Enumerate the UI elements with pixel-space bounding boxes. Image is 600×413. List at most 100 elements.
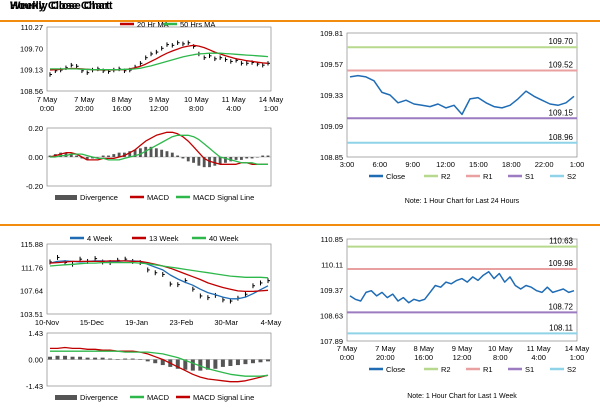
weekly-price-y-tick: 115.88 xyxy=(21,240,43,249)
weekly-levels-plot-area xyxy=(346,238,578,342)
hourly-macd-divergence-bar xyxy=(75,155,79,157)
hourly-price-x-tick: 16:00 xyxy=(112,104,131,113)
weekly-levels-x-tick: 8 May xyxy=(413,344,434,353)
hourly-price-x-tick: 12:00 xyxy=(150,104,169,113)
hourly-price-x-tick: 20:00 xyxy=(75,104,94,113)
hourly-macd-divergence-bar xyxy=(107,155,110,157)
hourly-levels-y-tick: 109.09 xyxy=(320,122,343,131)
weekly-macd-y-tick: -1.43 xyxy=(26,382,43,391)
hourly-macd-divergence-bar xyxy=(213,157,217,166)
weekly-levels-close-line xyxy=(349,270,575,304)
weekly-macd-signal-line xyxy=(50,350,269,377)
weekly-macd-divergence-bar xyxy=(220,359,225,367)
hourly-macd-divergence-bar xyxy=(59,152,63,157)
hourly-price-x-tick: 7 May xyxy=(74,95,95,104)
hourly-price-x-tick: 11 May xyxy=(222,95,246,104)
hourly-macd-divergence-bar xyxy=(128,151,132,157)
hourly-levels-x-tick: 15:00 xyxy=(469,160,488,169)
weekly-levels-x-tick: 1:00 xyxy=(570,353,585,362)
weekly-price-x-tick: 30-Mar xyxy=(214,318,238,327)
weekly-macd-divergence-bar xyxy=(228,359,233,366)
weekly-macd-divergence-bar xyxy=(175,359,180,369)
hourly-macd-divergence-bar xyxy=(181,157,185,159)
weekly-levels-x-tick: 10 May xyxy=(488,344,513,353)
hourly-macd-divergence-bar xyxy=(208,157,211,168)
hourly-levels-level-label: 109.15 xyxy=(549,108,574,117)
hourly-levels-level-label: 109.52 xyxy=(549,60,574,69)
weekly-macd-divergence-bar xyxy=(205,359,210,370)
hourly-price-x-tick: 8 May xyxy=(111,95,132,104)
hourly-price-legend-ma20: 20 Hr MA xyxy=(137,20,169,29)
hourly-macd-divergence-bar xyxy=(266,155,270,157)
hourly-price-x-tick: 0:00 xyxy=(40,104,55,113)
weekly-macd-divergence-bar xyxy=(63,355,68,360)
hourly-macd-divergence-bar xyxy=(154,148,158,157)
hourly-section-title: Hourly Close Chart xyxy=(10,0,110,12)
hourly-price-plot-area xyxy=(46,26,272,92)
hourly-macd-y-tick: -0.20 xyxy=(26,182,43,191)
hourly-levels-x-tick: 9:00 xyxy=(405,160,420,169)
weekly-macd-y-tick: 0.00 xyxy=(28,356,43,365)
hourly-macd-signal-line xyxy=(50,134,268,165)
weekly-levels-x-tick: 7 May xyxy=(375,344,396,353)
hourly-levels-note: Note: 1 Hour Chart for Last 24 Hours xyxy=(405,198,520,205)
hourly-macd-divergence-bar xyxy=(239,157,243,160)
weekly-price-x-tick: 4-May xyxy=(261,318,282,327)
weekly-price-4week-line xyxy=(49,260,269,300)
hourly-macd-divergence-bar xyxy=(123,152,126,157)
weekly-macd-divergence-bar xyxy=(78,356,83,360)
hourly-levels-level-label: 109.70 xyxy=(549,37,574,46)
hourly-macd-divergence-bar xyxy=(197,157,201,166)
weekly-levels-x-tick: 8:00 xyxy=(493,353,508,362)
weekly-macd-legend-divergence: Divergence xyxy=(80,393,118,402)
hourly-price-x-tick: 14 May xyxy=(259,95,284,104)
weekly-levels-x-tick: 9 May xyxy=(452,344,473,353)
hourly-macd-divergence-bar xyxy=(170,152,174,157)
weekly-macd-divergence-bar xyxy=(266,359,270,362)
hourly-price-ma20-line xyxy=(49,44,269,71)
hourly-price-y-tick: 109.70 xyxy=(20,44,43,53)
weekly-macd-divergence-bar xyxy=(153,359,158,364)
hourly-section-rule xyxy=(0,20,600,22)
hourly-price-x-tick: 4:00 xyxy=(226,104,241,113)
weekly-levels-legend-s1: S1 xyxy=(525,365,534,374)
hourly-macd-divergence-bar xyxy=(218,157,222,165)
weekly-macd-divergence-bar xyxy=(198,359,203,371)
weekly-price-y-tick: 111.76 xyxy=(21,263,43,272)
hourly-levels-legend-s2: S2 xyxy=(567,172,576,181)
weekly-macd-divergence-bar xyxy=(130,358,135,360)
hourly-levels-y-tick: 109.57 xyxy=(320,60,343,69)
weekly-price-x-tick: 19-Jan xyxy=(125,318,148,327)
hourly-price-x-tick: 9 May xyxy=(149,95,170,104)
hourly-price-x-tick: 1:00 xyxy=(264,104,279,113)
weekly-levels-note: Note: 1 Hour Chart for Last 1 Week xyxy=(407,393,517,400)
weekly-macd-divergence-bar xyxy=(243,359,248,365)
weekly-levels-level-label: 108.72 xyxy=(549,302,574,311)
hourly-macd-divergence-bar xyxy=(186,157,190,162)
weekly-macd-y-tick: 1.43 xyxy=(28,329,43,338)
hourly-levels-close-line xyxy=(349,74,575,116)
weekly-levels-level-label: 108.11 xyxy=(549,323,573,332)
hourly-macd-legend-signal: MACD Signal Line xyxy=(193,193,254,202)
weekly-levels-y-tick: 108.63 xyxy=(320,312,343,321)
weekly-price-legend-4week: 4 Week xyxy=(87,234,113,243)
weekly-macd-divergence-bar xyxy=(213,359,218,369)
hourly-macd-divergence-bar xyxy=(96,157,100,158)
hourly-macd-divergence-bar xyxy=(64,152,68,157)
weekly-levels-x-tick: 4:00 xyxy=(531,353,546,362)
weekly-price-plot-area xyxy=(46,243,272,315)
hourly-price-legend-ma50: 50 Hrs MA xyxy=(180,20,215,29)
weekly-section-rule xyxy=(0,224,600,226)
weekly-price-40week-line xyxy=(49,261,269,279)
weekly-macd-divergence-bar xyxy=(115,359,120,360)
hourly-macd-divergence-bar xyxy=(69,154,73,157)
hourly-macd-divergence-bar xyxy=(165,151,169,157)
weekly-price-y-tick: 107.64 xyxy=(20,287,43,296)
hourly-levels-x-tick: 12:00 xyxy=(436,160,455,169)
weekly-levels-x-tick: 20:00 xyxy=(376,353,395,362)
hourly-levels-plot-area xyxy=(346,32,578,158)
weekly-macd-divergence-bar xyxy=(85,357,90,360)
weekly-price-legend-13week: 13 Week xyxy=(149,234,179,243)
hourly-levels-legend-r1: R1 xyxy=(483,172,493,181)
hourly-macd-divergence-bar xyxy=(160,149,164,157)
